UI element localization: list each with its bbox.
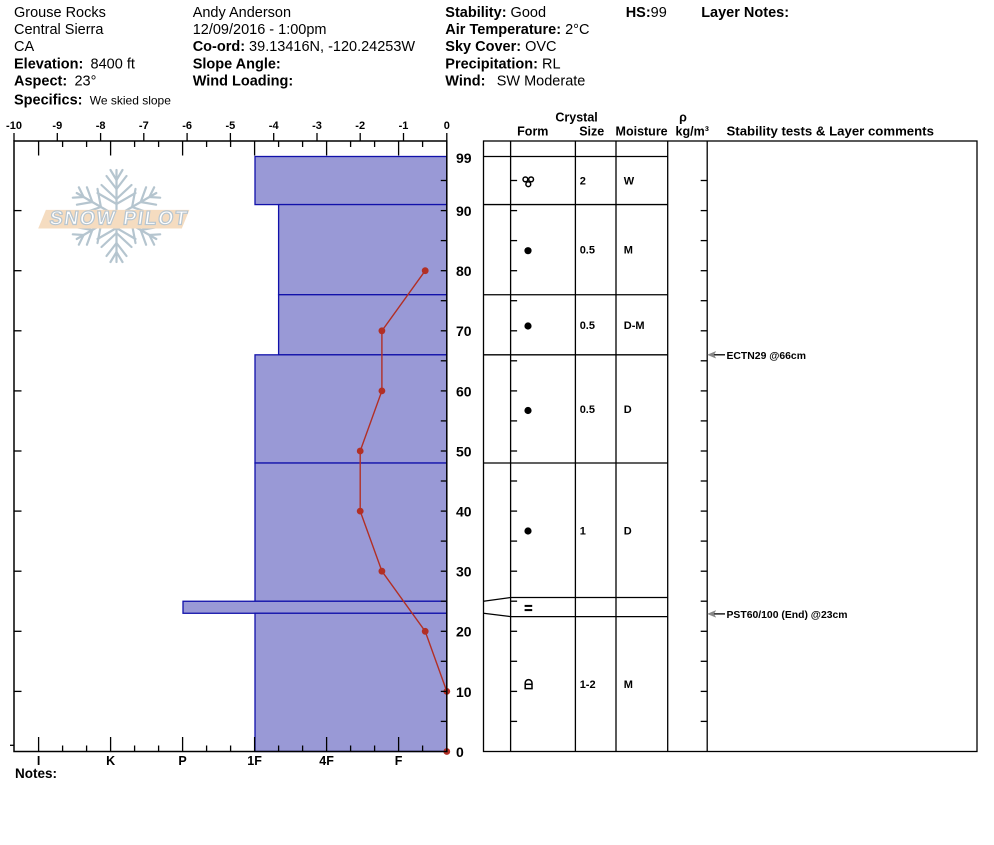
svg-text:Specifics: We skied slope: Specifics: We skied slope xyxy=(14,93,171,109)
svg-text:90: 90 xyxy=(456,203,472,219)
svg-text:0: 0 xyxy=(444,120,450,132)
svg-text:Slope Angle:: Slope Angle: xyxy=(193,56,281,72)
svg-text:M: M xyxy=(624,679,633,691)
svg-text:12/09/2016 - 1:00pm: 12/09/2016 - 1:00pm xyxy=(193,22,327,38)
svg-text:Form: Form xyxy=(517,125,548,139)
svg-text:D: D xyxy=(624,525,632,537)
svg-text:Moisture: Moisture xyxy=(616,125,668,139)
svg-text:10: 10 xyxy=(456,684,472,700)
svg-text:Size: Size xyxy=(579,125,604,139)
svg-text:Air Temperature: 2°C: Air Temperature: 2°C xyxy=(445,22,589,38)
svg-text:Elevation: 8400 ft: Elevation: 8400 ft xyxy=(14,56,135,72)
svg-text:50: 50 xyxy=(456,443,472,459)
svg-text:0.5: 0.5 xyxy=(580,320,595,332)
svg-text:2: 2 xyxy=(580,176,586,188)
svg-text:Stability tests & Layer commen: Stability tests & Layer comments xyxy=(727,124,934,139)
svg-text:Andy Anderson: Andy Anderson xyxy=(193,5,291,21)
svg-text:P: P xyxy=(178,754,186,768)
svg-text:Aspect: 23°: Aspect: 23° xyxy=(14,74,96,90)
svg-text:ECTN29 @66cm: ECTN29 @66cm xyxy=(727,351,806,362)
svg-text:70: 70 xyxy=(456,323,472,339)
svg-text:30: 30 xyxy=(456,564,472,580)
svg-text:-5: -5 xyxy=(226,120,236,132)
svg-text:W: W xyxy=(624,176,635,188)
svg-text:Sky Cover: OVC: Sky Cover: OVC xyxy=(445,39,556,55)
svg-text:20: 20 xyxy=(456,624,472,640)
svg-text:Wind: SW Moderate: Wind: SW Moderate xyxy=(445,74,585,90)
svg-text:40: 40 xyxy=(456,504,472,520)
svg-text:-2: -2 xyxy=(355,120,365,132)
svg-text:M: M xyxy=(624,245,633,257)
svg-text:80: 80 xyxy=(456,263,472,279)
svg-text:D: D xyxy=(624,404,632,416)
svg-text:60: 60 xyxy=(456,383,472,399)
svg-text:ρ: ρ xyxy=(679,111,687,125)
svg-text:SNOW PILOT: SNOW PILOT xyxy=(48,208,189,230)
svg-text:-9: -9 xyxy=(52,120,62,132)
svg-text:I: I xyxy=(37,754,40,768)
svg-text:-8: -8 xyxy=(96,120,106,132)
svg-text:4F: 4F xyxy=(319,754,334,768)
svg-text:Central Sierra: Central Sierra xyxy=(14,22,104,38)
svg-text:-3: -3 xyxy=(312,120,322,132)
svg-text:Precipitation: RL: Precipitation: RL xyxy=(445,56,560,72)
svg-text:-10: -10 xyxy=(6,120,22,132)
svg-text:0.5: 0.5 xyxy=(580,404,595,416)
svg-text:99: 99 xyxy=(456,150,472,166)
svg-text:K: K xyxy=(106,754,115,768)
svg-text:-1: -1 xyxy=(399,120,409,132)
svg-text:F: F xyxy=(395,754,403,768)
svg-text:0.5: 0.5 xyxy=(580,245,595,257)
svg-text:1F: 1F xyxy=(247,754,262,768)
svg-text:Stability: Good: Stability: Good xyxy=(445,5,546,21)
svg-text:PST60/100 (End) @23cm: PST60/100 (End) @23cm xyxy=(727,610,848,621)
svg-text:0: 0 xyxy=(456,744,464,760)
svg-text:Layer Notes:: Layer Notes: xyxy=(701,5,789,21)
svg-text:D-M: D-M xyxy=(624,320,645,332)
svg-text:-4: -4 xyxy=(269,120,280,132)
svg-text:HS:99: HS:99 xyxy=(626,5,667,21)
svg-text:Notes:: Notes: xyxy=(15,766,57,781)
svg-text:kg/m³: kg/m³ xyxy=(676,125,709,139)
svg-text:Wind Loading:: Wind Loading: xyxy=(193,74,294,90)
svg-text:CA: CA xyxy=(14,39,34,55)
svg-text:-7: -7 xyxy=(139,120,149,132)
svg-text:1-2: 1-2 xyxy=(580,679,596,691)
svg-text:-6: -6 xyxy=(182,120,192,132)
svg-text:Co-ord: 39.13416N, -120.24253W: Co-ord: 39.13416N, -120.24253W xyxy=(193,39,416,55)
svg-text:Grouse Rocks: Grouse Rocks xyxy=(14,5,106,21)
svg-text:1: 1 xyxy=(580,525,586,537)
svg-text:Crystal: Crystal xyxy=(555,111,597,125)
